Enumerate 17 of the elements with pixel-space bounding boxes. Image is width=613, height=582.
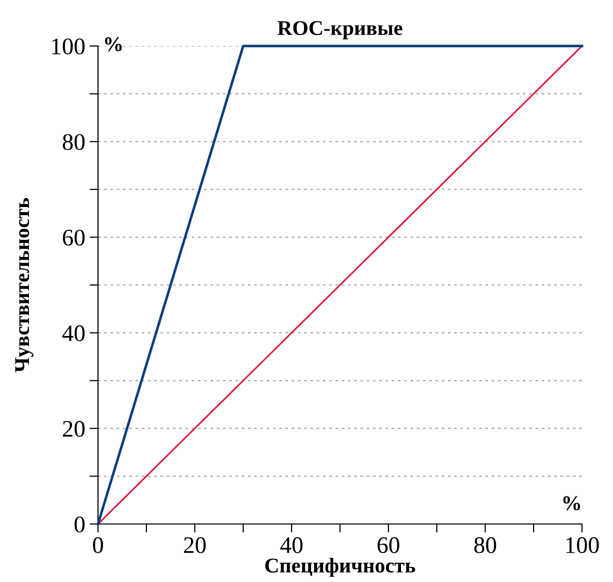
y-tick-label: 80 bbox=[62, 134, 85, 150]
x-tick-label: 80 bbox=[474, 537, 496, 554]
y-tick-label: 100 bbox=[52, 38, 85, 54]
x-tick-label: 40 bbox=[280, 537, 303, 554]
chart-title: ROC-кривые bbox=[278, 21, 402, 40]
annotation: % bbox=[563, 496, 580, 510]
x-tick-label: 60 bbox=[378, 537, 400, 554]
y-tick-label: 0 bbox=[74, 516, 85, 532]
y-tick-label: 40 bbox=[62, 325, 85, 342]
x-tick-label: 0 bbox=[92, 537, 104, 554]
annotation: % bbox=[104, 37, 122, 52]
y-axis-title: Чувствительность bbox=[15, 198, 34, 372]
y-tick-label: 60 bbox=[62, 230, 85, 246]
x-axis-title: Специфичность bbox=[265, 558, 416, 577]
x-tick-label: 100 bbox=[566, 537, 599, 554]
x-tick-label: 20 bbox=[184, 537, 206, 554]
y-tick-label: 20 bbox=[62, 420, 85, 437]
